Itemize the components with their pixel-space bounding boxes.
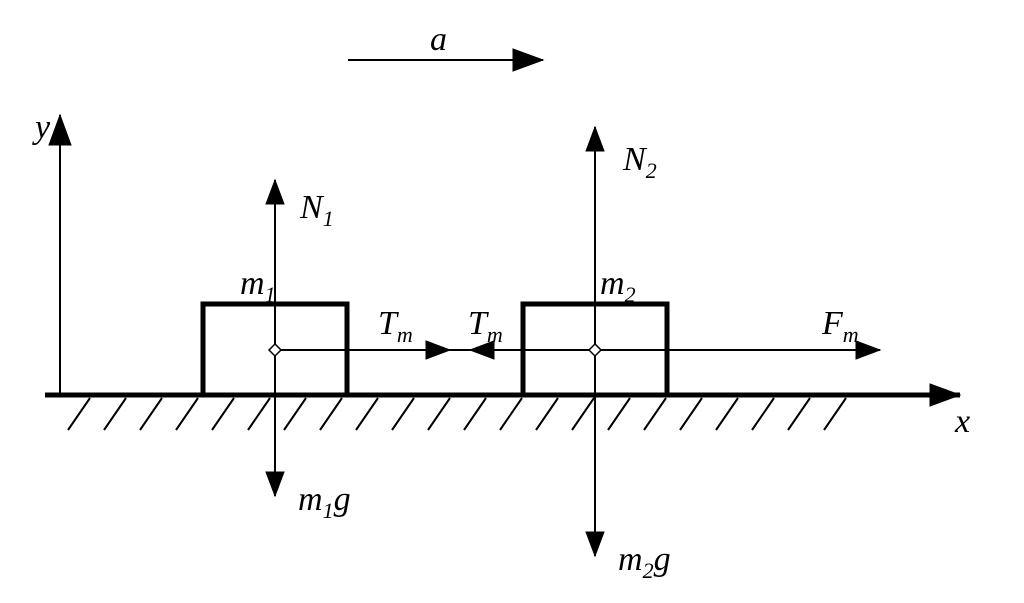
applied-force-label: Fm [821, 305, 859, 347]
weight-2-label: m2g [618, 541, 671, 583]
tension-2-label: Tm [468, 305, 503, 347]
normal-2-label: N2 [622, 141, 657, 183]
axis-x-label: x [954, 403, 970, 440]
normal-1-label: N1 [299, 189, 334, 231]
acceleration-label: a [430, 21, 447, 58]
mass-2-label: m2 [600, 265, 636, 307]
tension-1-label: Tm [378, 305, 413, 347]
mass-1-label: m1 [240, 265, 276, 307]
axis-y-label: y [32, 109, 51, 146]
weight-1-label: m1g [298, 481, 351, 523]
